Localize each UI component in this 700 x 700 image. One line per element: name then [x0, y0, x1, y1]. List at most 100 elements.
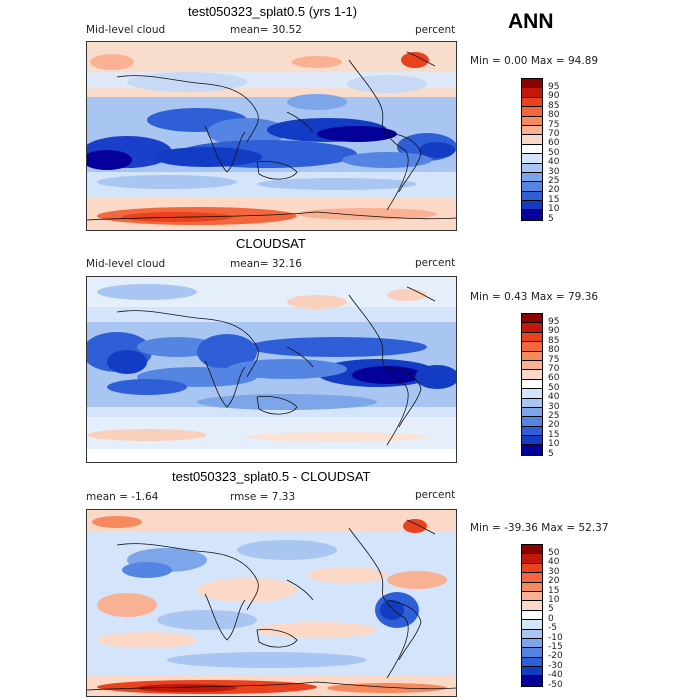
panel-1-colorbar-swatch — [522, 172, 542, 183]
panel-2-colorbar-swatch — [522, 436, 542, 446]
panel-2-colorbar-swatch — [522, 426, 542, 437]
panel-3-minmax-label: Min = -39.36 Max = 52.37 — [470, 522, 609, 534]
panel-2-colorbar-tick-label: 85 — [548, 335, 560, 346]
panel-3-colorbar-tick-label: -30 — [548, 660, 563, 671]
panel-2-colorbar-tick-label: 75 — [548, 354, 560, 365]
panel-2-colorbar-tick-label: 90 — [548, 326, 560, 337]
panel-3-colorbar — [521, 544, 543, 687]
panel-3-mean-label: mean = -1.64 — [86, 491, 159, 503]
panel-1-colorbar-tick-label: 95 — [548, 82, 560, 92]
panel-2-map — [86, 276, 457, 463]
panel-3-map — [86, 509, 457, 697]
panel-3-colorbar-swatch — [522, 610, 542, 621]
panel-2-colorbar — [521, 313, 543, 456]
panel-2-colorbar-swatch — [522, 351, 542, 361]
panel-1-colorbar-tick-label: 15 — [548, 194, 560, 205]
panel-1-colorbar-swatch — [522, 163, 542, 173]
panel-3-title: test050323_splat0.5 - CLOUDSAT — [172, 469, 371, 484]
panel-3-colorbar-swatch — [522, 620, 542, 630]
panel-2-colorbar-tick-label: 20 — [548, 420, 560, 431]
panel-2-colorbar-swatch — [522, 398, 542, 408]
panel-2-colorbar-tick-label: 15 — [548, 429, 560, 440]
panel-2-title: CLOUDSAT — [236, 236, 306, 251]
panel-3-colorbar-swatch — [522, 601, 542, 611]
panel-2-colorbar-swatch — [522, 370, 542, 380]
panel-1-minmax-label: Min = 0.00 Max = 94.89 — [470, 55, 599, 67]
panel-3-colorbar-tick-label: -40 — [548, 670, 563, 681]
panel-3-rmse-label: rmse = 7.33 — [230, 491, 296, 503]
panel-1-units-label: percent — [415, 24, 456, 36]
panel-3-colorbar-swatch — [522, 657, 542, 668]
panel-1-colorbar-tick-label: 10 — [548, 204, 560, 215]
panel-2-mean-label: mean= 32.16 — [230, 258, 302, 270]
panel-1-colorbar-swatch — [522, 88, 542, 98]
panel-1-colorbar — [521, 78, 543, 221]
panel-3-colorbar-tick-label: 0 — [548, 613, 554, 624]
panel-1-colorbar-swatch — [522, 201, 542, 211]
panel-2-colorbar-tick-label: 5 — [548, 448, 554, 459]
season-label: ANN — [508, 10, 554, 33]
panel-2-colorbar-tick-label: 70 — [548, 364, 560, 374]
panel-1-mean-label: mean= 30.52 — [230, 24, 302, 36]
panel-1-colorbar-swatch — [522, 144, 542, 155]
panel-1-colorbar-tick-label: 85 — [548, 100, 560, 111]
panel-1-colorbar-tick-label: 20 — [548, 185, 560, 196]
panel-3-colorbar-swatch — [522, 582, 542, 592]
panel-3-colorbar-swatch — [522, 667, 542, 677]
panel-2-colorbar-swatch — [522, 323, 542, 333]
panel-2-colorbar-swatch — [522, 360, 542, 371]
panel-3-colorbar-tick-label: 40 — [548, 557, 560, 568]
panel-2-colorbar-tick-label: 40 — [548, 392, 560, 403]
panel-1-colorbar-swatch — [522, 125, 542, 136]
panel-2-colorbar-tick-label: 50 — [548, 382, 560, 393]
panel-1-colorbar-tick-label: 60 — [548, 138, 560, 149]
panel-1-colorbar-tick-label: 70 — [548, 129, 560, 139]
panel-3-colorbar-swatch — [522, 676, 542, 686]
panel-1-variable-label: Mid-level cloud — [86, 24, 166, 36]
panel-1-colorbar-swatch — [522, 135, 542, 145]
panel-2-colorbar-swatch — [522, 314, 542, 324]
panel-3-colorbar-swatch — [522, 554, 542, 564]
panel-1-colorbar-swatch — [522, 79, 542, 89]
panel-2-colorbar-tick-label: 60 — [548, 373, 560, 384]
panel-3-colorbar-swatch — [522, 573, 542, 583]
panel-3-colorbar-swatch — [522, 629, 542, 639]
panel-3-contour-field — [87, 510, 456, 696]
panel-1-colorbar-tick-label: 5 — [548, 213, 554, 224]
panel-1-colorbar-swatch — [522, 210, 542, 220]
panel-3-colorbar-swatch — [522, 545, 542, 555]
panel-3-colorbar-tick-label: -10 — [548, 632, 563, 643]
panel-1-colorbar-swatch — [522, 182, 542, 192]
panel-2-colorbar-swatch — [522, 379, 542, 390]
panel-2-colorbar-tick-label: 10 — [548, 439, 560, 450]
panel-3-colorbar-tick-label: 5 — [548, 604, 554, 615]
panel-1-colorbar-tick-label: 75 — [548, 119, 560, 130]
panel-1-colorbar-swatch — [522, 191, 542, 202]
panel-3-colorbar-tick-label: -20 — [548, 651, 563, 662]
panel-2-colorbar-swatch — [522, 407, 542, 418]
panel-2-colorbar-swatch — [522, 342, 542, 352]
panel-2-minmax-label: Min = 0.43 Max = 79.36 — [470, 291, 599, 303]
panel-2-colorbar-tick-label: 30 — [548, 401, 560, 412]
panel-3-colorbar-tick-label: 50 — [548, 548, 560, 558]
panel-3-colorbar-swatch — [522, 648, 542, 658]
panel-1-colorbar-tick-label: 40 — [548, 157, 560, 168]
panel-3-units-label: percent — [415, 489, 456, 501]
panel-2-colorbar-swatch — [522, 445, 542, 455]
panel-3-colorbar-swatch — [522, 638, 542, 649]
panel-3-colorbar-tick-label: -5 — [548, 623, 557, 634]
panel-2-contour-field — [87, 277, 456, 462]
panel-1-colorbar-tick-label: 90 — [548, 91, 560, 102]
panel-1-title: test050323_splat0.5 (yrs 1-1) — [188, 4, 358, 19]
panel-2-colorbar-swatch — [522, 389, 542, 399]
panel-1-colorbar-tick-label: 30 — [548, 166, 560, 177]
panel-1-colorbar-swatch — [522, 97, 542, 108]
panel-3-colorbar-tick-label: -15 — [548, 642, 563, 652]
panel-3-colorbar-swatch — [522, 563, 542, 574]
panel-2-colorbar-swatch — [522, 332, 542, 343]
panel-1-colorbar-swatch — [522, 107, 542, 117]
panel-3-colorbar-tick-label: 15 — [548, 585, 560, 596]
panel-2-colorbar-tick-label: 95 — [548, 317, 560, 327]
panel-2-colorbar-swatch — [522, 417, 542, 427]
panel-3-colorbar-tick-label: 10 — [548, 595, 560, 605]
